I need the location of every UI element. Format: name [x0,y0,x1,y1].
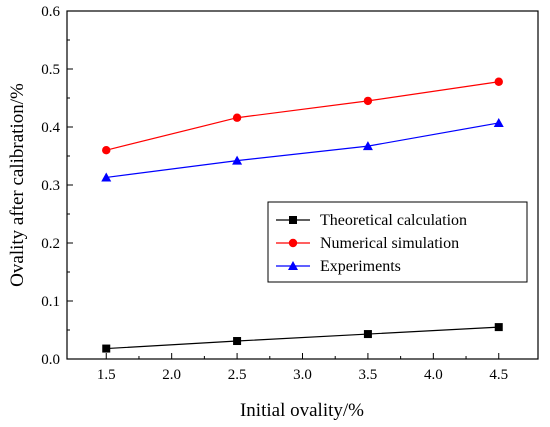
data-point [102,146,111,155]
series-0 [102,323,503,353]
data-point [102,344,111,353]
series-line [106,81,499,151]
legend-label: Theoretical calculation [320,212,467,229]
data-point [362,141,373,151]
series-line [106,326,499,350]
data-point [363,96,373,106]
data-point [494,323,503,332]
y-tick-label: 0.2 [41,236,60,252]
legend-box [267,201,528,283]
y-tick-label: 0.3 [41,178,60,194]
x-tick-label: 4.5 [489,367,508,383]
legend-label: Numerical simulation [320,235,459,252]
y-tick-label: 0.4 [41,120,60,136]
legend-item: Experiments [276,258,401,275]
data-point [101,172,112,182]
series-1 [102,77,503,155]
series-line [106,122,499,179]
x-tick-label: 2.0 [162,367,181,383]
legend-marker [288,238,298,248]
legend-item: Theoretical calculation [276,212,467,229]
x-tick-label: 2.5 [228,367,247,383]
x-tick-label: 1.5 [97,367,116,383]
x-tick-label: 3.5 [359,367,378,383]
y-tick-label: 0.5 [41,62,60,78]
legend-label: Experiments [320,258,401,275]
x-axis-title: Initial ovality/% [240,400,364,421]
series-layer [101,77,504,353]
series-2 [101,117,504,182]
data-point [233,337,242,346]
x-tick-label: 3.0 [293,367,312,383]
plot-frame [66,10,539,360]
y-tick-label: 0.0 [41,352,60,368]
legend-item: Numerical simulation [276,235,459,252]
y-tick-label: 0.1 [41,294,60,310]
data-point [232,155,243,165]
x-tick-label: 4.0 [424,367,443,383]
legend-marker [288,261,298,270]
axis-ticks: 0.0 0.1 0.2 0.3 0.4 0.5 0.6 1.5 2.0 2.5 3.0 3.5 4.0 4… [41,4,508,383]
data-point [494,77,503,86]
y-tick-label: 0.6 [41,4,60,20]
y-axis-title: Ovality after calibration/% [7,83,28,287]
data-point [232,113,242,122]
data-point [363,330,372,339]
data-point [493,117,504,127]
legend: Theoretical calculation Numerical simulat… [267,201,528,283]
legend-marker [289,216,297,224]
